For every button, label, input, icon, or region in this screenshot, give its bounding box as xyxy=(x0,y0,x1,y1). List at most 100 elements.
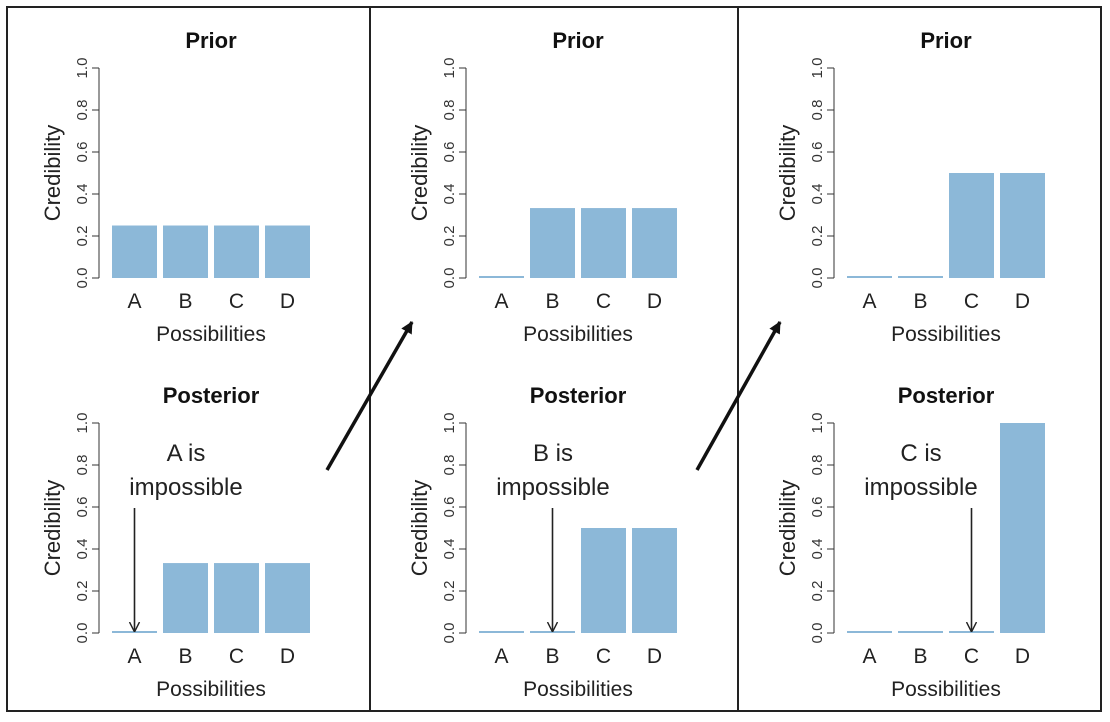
y-tick-label: 0.2 xyxy=(809,581,826,602)
category-label: B xyxy=(545,645,559,668)
bar-d xyxy=(1000,173,1045,278)
bar-c xyxy=(214,563,259,633)
annotation-line-1: B is xyxy=(533,440,573,467)
y-tick-label: 0.6 xyxy=(809,142,826,163)
y-tick-label: 0.2 xyxy=(74,581,91,602)
bar-d xyxy=(265,225,310,278)
category-label: A xyxy=(862,290,876,313)
y-tick-label: 0.8 xyxy=(441,100,458,121)
y-tick-label: 1.0 xyxy=(441,413,458,434)
y-tick-label: 0.6 xyxy=(441,142,458,163)
chart-2: Posterior 0.0 0.2 0.4 0.6 0.8 1.0 Credibility A B… xyxy=(40,383,310,701)
y-tick-label: 0.4 xyxy=(74,539,91,560)
y-tick-label: 0.8 xyxy=(809,100,826,121)
y-tick-label: 0.6 xyxy=(74,497,91,518)
chart-title: Posterior xyxy=(163,383,260,408)
transition-arrow-2 xyxy=(695,321,782,471)
bar-d xyxy=(632,528,677,633)
y-tick-label: 0.0 xyxy=(441,268,458,289)
x-axis-label: Possibilities xyxy=(523,678,633,701)
bar-b xyxy=(530,208,575,278)
y-tick-label: 0.2 xyxy=(809,226,826,247)
y-tick-label: 0.2 xyxy=(441,226,458,247)
category-label: A xyxy=(862,645,876,668)
category-label: B xyxy=(545,290,559,313)
category-label: D xyxy=(280,645,295,668)
y-tick-label: 1.0 xyxy=(809,413,826,434)
y-tick-label: 0.8 xyxy=(74,100,91,121)
bar-a xyxy=(479,276,524,278)
panel-frame-2 xyxy=(369,6,739,712)
y-axis-label: Credibility xyxy=(407,125,432,222)
y-tick-label: 1.0 xyxy=(809,58,826,79)
y-tick-label: 0.4 xyxy=(74,184,91,205)
bar-c xyxy=(581,528,626,633)
bar-a xyxy=(847,276,892,278)
category-label: C xyxy=(964,290,979,313)
category-label: B xyxy=(178,290,192,313)
y-tick-label: 0.0 xyxy=(74,268,91,289)
y-tick-label: 0.8 xyxy=(74,455,91,476)
x-axis-label: Possibilities xyxy=(891,323,1001,346)
category-label: A xyxy=(494,645,508,668)
x-axis-label: Possibilities xyxy=(523,323,633,346)
x-axis-label: Possibilities xyxy=(891,678,1001,701)
y-tick-label: 1.0 xyxy=(441,58,458,79)
bar-a xyxy=(112,631,157,633)
y-tick-label: 1.0 xyxy=(74,413,91,434)
category-label: B xyxy=(913,290,927,313)
y-tick-label: 0.4 xyxy=(441,184,458,205)
y-tick-label: 0.4 xyxy=(809,539,826,560)
category-label: A xyxy=(127,645,141,668)
category-label: C xyxy=(229,290,244,313)
bar-d xyxy=(632,208,677,278)
category-label: C xyxy=(596,290,611,313)
chart-title: Prior xyxy=(552,28,604,53)
chart-title: Prior xyxy=(920,28,972,53)
bar-d xyxy=(265,563,310,633)
annotation-line-1: A is xyxy=(167,440,206,467)
x-axis-label: Possibilities xyxy=(156,678,266,701)
chart-1: Prior 0.0 0.2 0.4 0.6 0.8 1.0 Credibility A B C D Po… xyxy=(40,28,310,346)
chart-3: Prior 0.0 0.2 0.4 0.6 0.8 1.0 Credibility A B C D Po… xyxy=(407,28,677,346)
y-tick-label: 0.0 xyxy=(74,623,91,644)
bar-a xyxy=(479,631,524,633)
panel-frame-3 xyxy=(737,6,1102,712)
y-tick-label: 0.0 xyxy=(441,623,458,644)
category-label: D xyxy=(647,290,662,313)
chart-title: Prior xyxy=(185,28,237,53)
bar-b xyxy=(163,225,208,278)
bar-d xyxy=(1000,423,1045,633)
bar-b xyxy=(898,631,943,633)
y-tick-label: 0.8 xyxy=(809,455,826,476)
category-label: B xyxy=(178,645,192,668)
category-label: D xyxy=(280,290,295,313)
chart-4: Posterior 0.0 0.2 0.4 0.6 0.8 1.0 Credibility A B… xyxy=(407,383,677,701)
y-tick-label: 0.4 xyxy=(441,539,458,560)
y-tick-label: 0.6 xyxy=(74,142,91,163)
y-axis-label: Credibility xyxy=(775,125,800,222)
y-axis-label: Credibility xyxy=(407,480,432,577)
category-label: D xyxy=(1015,290,1030,313)
y-tick-label: 1.0 xyxy=(74,58,91,79)
y-tick-label: 0.4 xyxy=(809,184,826,205)
y-axis-label: Credibility xyxy=(775,480,800,577)
y-tick-label: 0.0 xyxy=(809,268,826,289)
category-label: C xyxy=(964,645,979,668)
annotation-line-1: C is xyxy=(900,440,941,467)
y-tick-label: 0.0 xyxy=(809,623,826,644)
category-label: A xyxy=(127,290,141,313)
category-label: B xyxy=(913,645,927,668)
bar-a xyxy=(112,225,157,278)
transition-arrow-1 xyxy=(325,321,414,471)
y-tick-label: 0.2 xyxy=(74,226,91,247)
category-label: C xyxy=(229,645,244,668)
y-tick-label: 0.2 xyxy=(441,581,458,602)
x-axis-label: Possibilities xyxy=(156,323,266,346)
chart-title: Posterior xyxy=(898,383,995,408)
category-label: C xyxy=(596,645,611,668)
chart-5: Prior 0.0 0.2 0.4 0.6 0.8 1.0 Credibility A B C D Po… xyxy=(775,28,1045,346)
chart-6: Posterior 0.0 0.2 0.4 0.6 0.8 1.0 Credibility A B… xyxy=(775,383,1045,701)
bar-b xyxy=(898,276,943,278)
